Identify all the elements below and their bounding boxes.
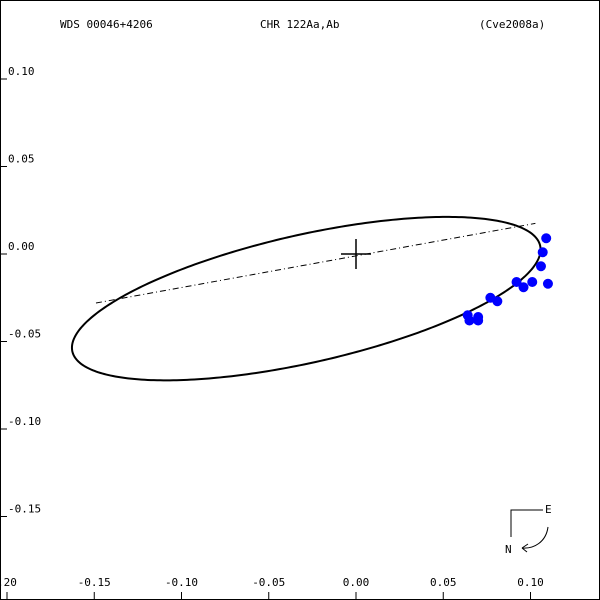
observation-point xyxy=(492,296,503,307)
observation-point xyxy=(542,278,553,289)
y-tick-label: 0.05 xyxy=(8,153,35,166)
y-tick-label: -0.05 xyxy=(8,328,41,341)
compass-arrow-head xyxy=(521,543,529,553)
primary-star-marker xyxy=(341,239,371,269)
y-tick-label: 0.10 xyxy=(8,65,35,78)
compass-east-line xyxy=(510,509,543,537)
observation-point xyxy=(511,277,522,287)
header-left-label: WDS 00046+4206 xyxy=(60,18,153,31)
observation-point xyxy=(541,233,552,244)
compass-north-label: N xyxy=(505,543,512,556)
compass-arrow xyxy=(521,526,549,549)
line-of-nodes xyxy=(95,222,536,304)
observation-point xyxy=(473,315,484,326)
observation-point xyxy=(518,282,529,293)
x-tick-label: -0.05 xyxy=(252,576,285,589)
header-right-label: (Cve2008a) xyxy=(479,18,545,31)
x-tick-label: -0.10 xyxy=(165,576,198,589)
x-tick-label: 0.00 xyxy=(343,576,370,589)
observation-point xyxy=(464,315,475,326)
y-tick-label: -0.15 xyxy=(8,503,41,516)
x-tick-label: 0.10 xyxy=(517,576,544,589)
y-tick-label: 0.00 xyxy=(8,240,35,253)
x-tick-label: .20 xyxy=(0,576,17,589)
y-axis-ticks: 0.10 0.05 0.00 -0.05 -0.10 -0.15 xyxy=(1,65,41,517)
orbit-ellipse xyxy=(70,215,542,382)
compass-rose: E N xyxy=(505,503,552,556)
x-tick-label: 0.05 xyxy=(430,576,457,589)
x-tick-label: -0.15 xyxy=(78,576,111,589)
y-tick-label: -0.10 xyxy=(8,415,41,428)
observation-point xyxy=(527,277,538,287)
observation-point xyxy=(537,247,548,258)
compass-east-label: E xyxy=(545,503,552,516)
header-center-label: CHR 122Aa,Ab xyxy=(260,18,339,31)
x-axis-ticks: .20 -0.15 -0.10 -0.05 0.00 0.05 0.10 xyxy=(0,576,544,599)
observation-points xyxy=(462,233,553,326)
observation-point xyxy=(535,261,546,272)
